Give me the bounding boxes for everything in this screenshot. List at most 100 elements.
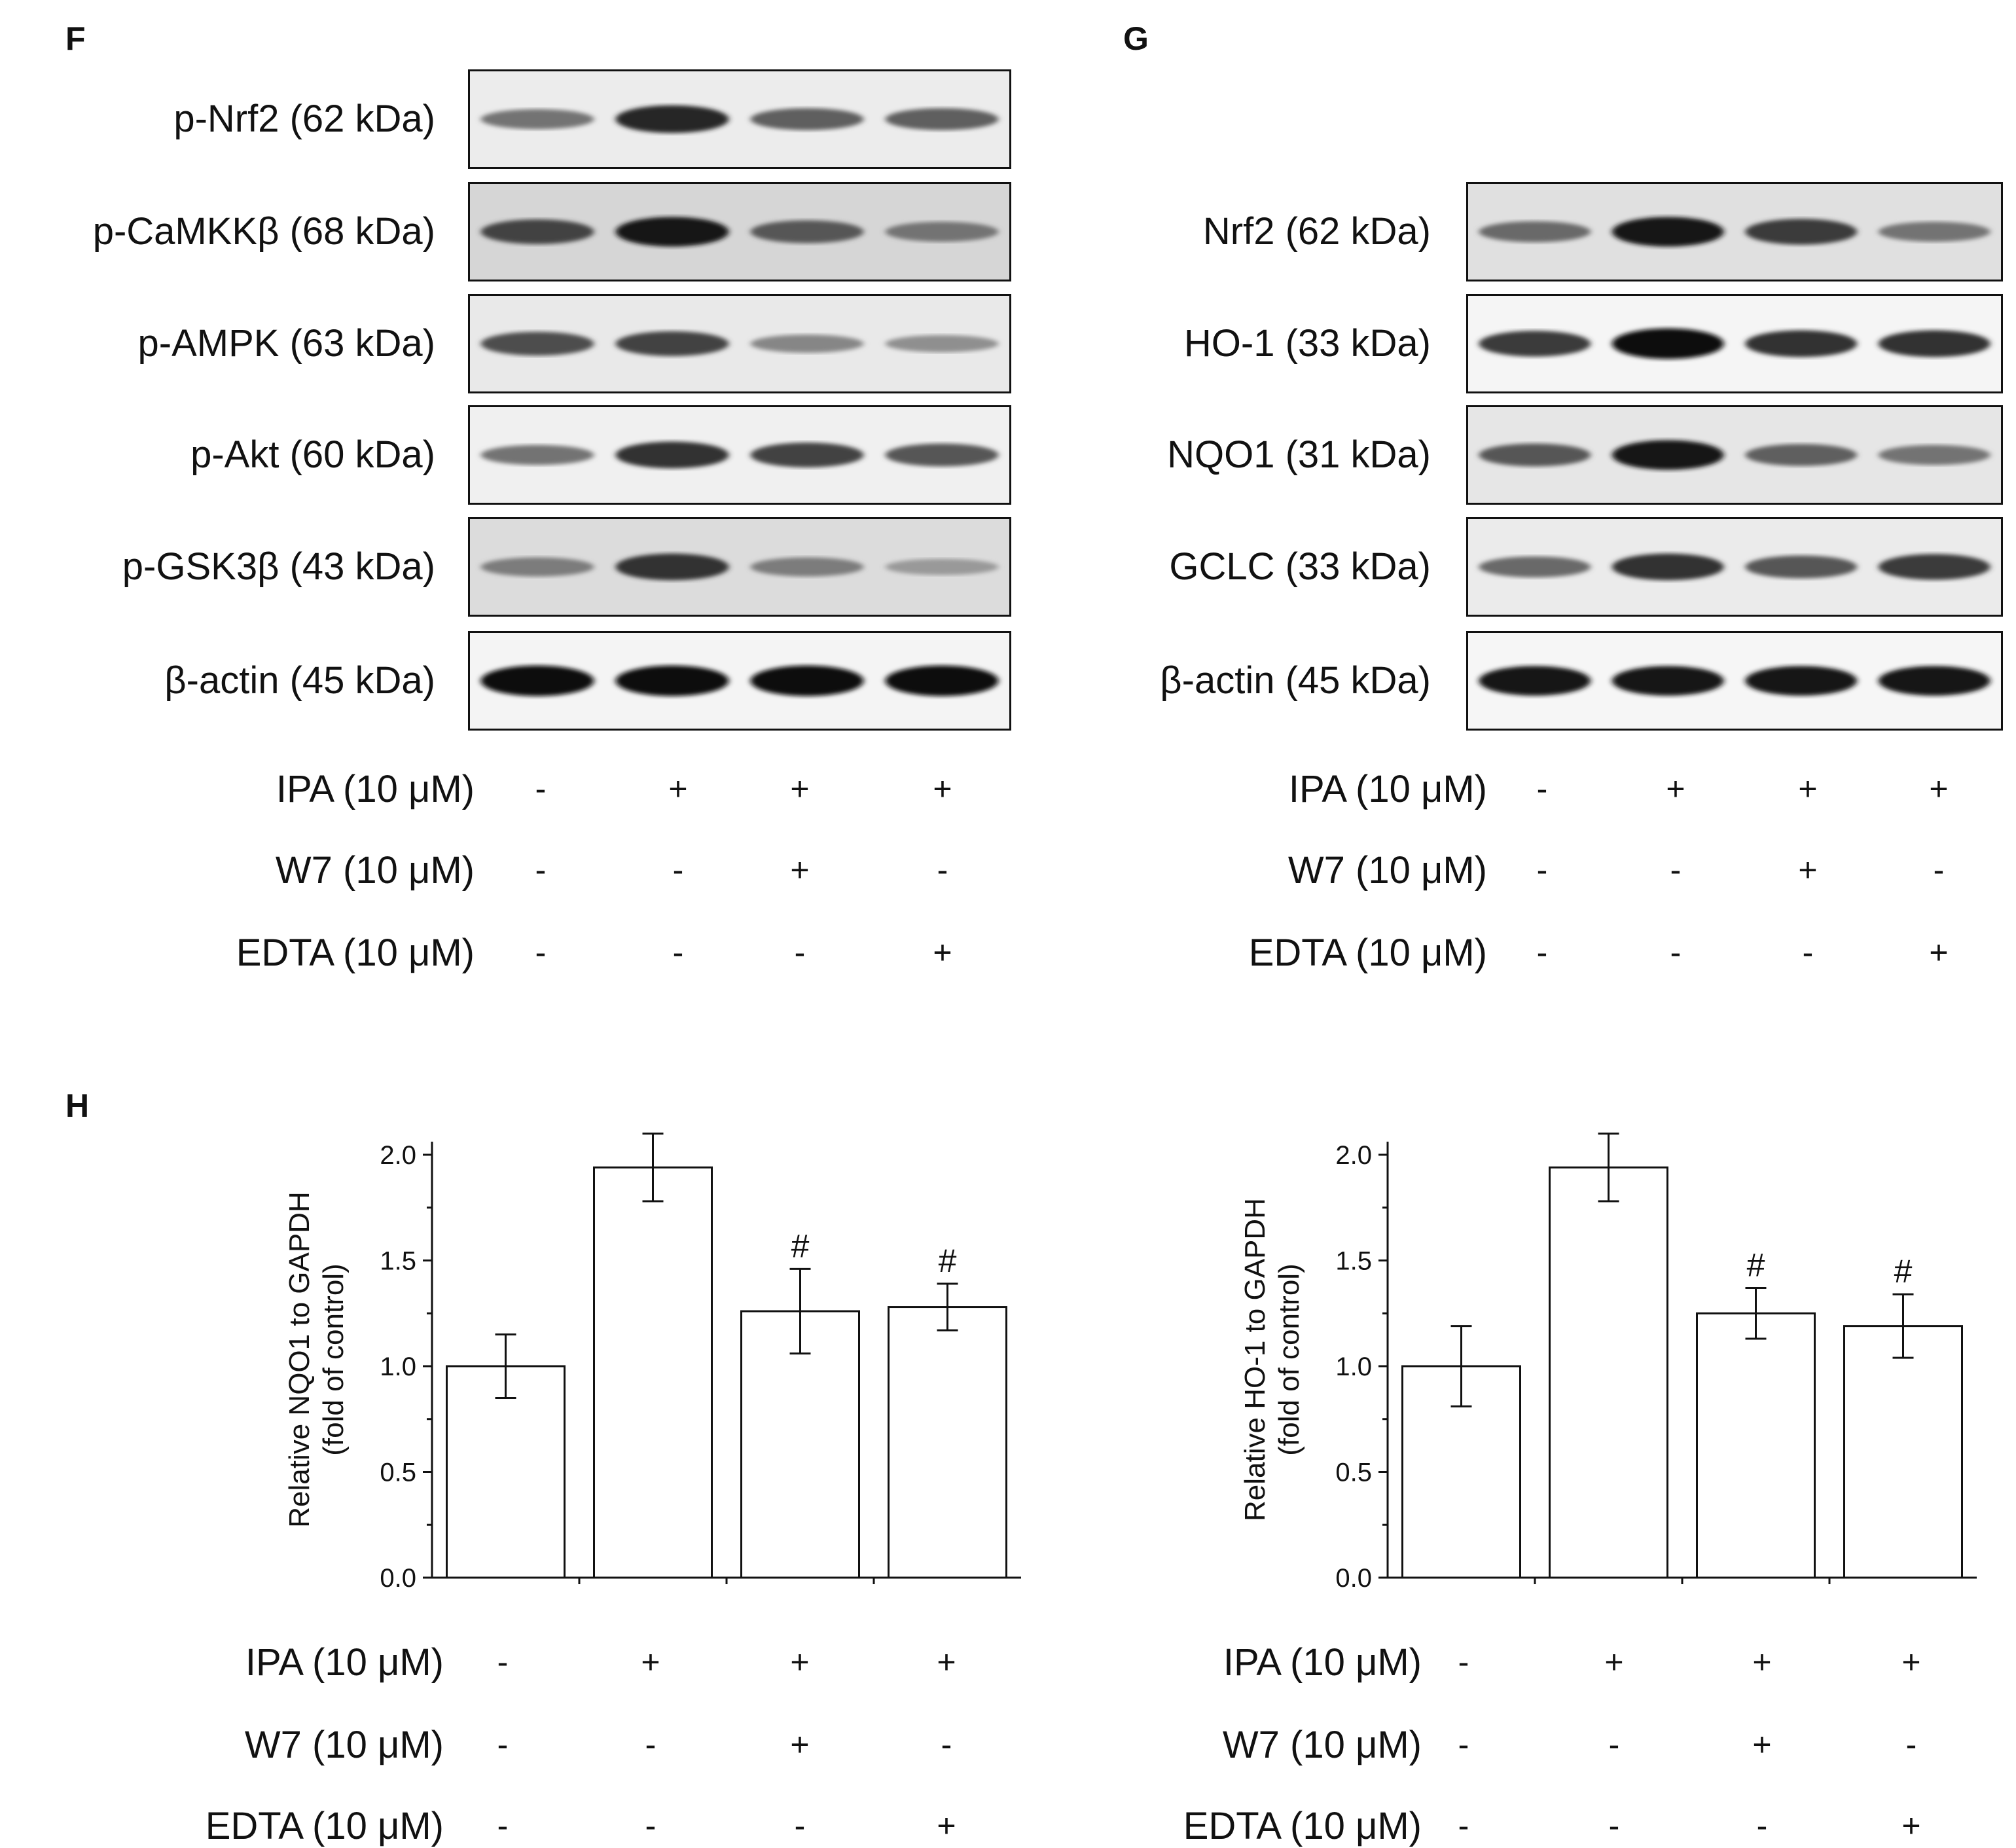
g-blot-image	[1466, 631, 2003, 731]
h2-treatment-sign: -	[1608, 1807, 1620, 1844]
y-axis-subtitle: (fold of control)	[317, 1263, 350, 1455]
f-treatment-label: EDTA (10 μM)	[236, 932, 475, 974]
bar	[593, 1166, 713, 1579]
f-blot-image	[468, 182, 1011, 281]
bar	[740, 1310, 860, 1579]
h2-treatment-sign: -	[1608, 1726, 1620, 1763]
g-blot-band	[1878, 221, 1990, 242]
f-blot-band	[750, 220, 864, 244]
h2-treatment-sign: -	[1756, 1807, 1768, 1844]
h1-treatment-sign: +	[641, 1644, 660, 1680]
g-blot-band	[1745, 444, 1858, 466]
significance-mark: #	[1894, 1253, 1913, 1290]
h1-treatment-label: EDTA (10 μM)	[205, 1805, 444, 1847]
y-tick-label: 1.0	[1335, 1352, 1372, 1381]
h2-treatment-sign: -	[1905, 1726, 1917, 1763]
g-treatment-sign: -	[1802, 934, 1814, 971]
h2-treatment-sign: -	[1458, 1644, 1469, 1680]
g-blot-label: Nrf2 (62 kDa)	[1202, 210, 1431, 253]
g-blot-band	[1611, 666, 1724, 696]
h1-treatment-sign: -	[941, 1726, 952, 1763]
f-treatment-sign: +	[933, 770, 952, 807]
g-blot-band	[1878, 330, 1990, 357]
h2-treatment-sign: +	[1752, 1644, 1772, 1680]
h1-treatment-sign: +	[937, 1807, 956, 1844]
g-blot-label: β-actin (45 kDa)	[1160, 659, 1431, 702]
f-blot-band	[750, 443, 864, 467]
f-blot-label: p-GSK3β (43 kDa)	[122, 545, 435, 588]
f-blot-label: p-Akt (60 kDa)	[190, 433, 435, 476]
f-treatment-sign: -	[672, 934, 684, 971]
h1-treatment-sign: -	[794, 1807, 806, 1844]
bar	[1549, 1166, 1668, 1579]
g-blot-image	[1466, 294, 2003, 393]
y-axis-subtitle: (fold of control)	[1273, 1263, 1305, 1455]
f-blot-image	[468, 294, 1011, 393]
g-treatment-sign: -	[1670, 934, 1682, 971]
h2-treatment-sign: -	[1458, 1726, 1469, 1763]
g-blot-band	[1479, 221, 1591, 243]
bar	[1696, 1312, 1816, 1579]
significance-mark: *	[1602, 1113, 1615, 1129]
h2-treatment-sign: +	[1604, 1644, 1624, 1680]
h1-treatment-sign: -	[497, 1807, 509, 1844]
g-treatment-sign: -	[1670, 852, 1682, 888]
g-blot-band	[1611, 553, 1724, 581]
f-treatment-sign: -	[535, 770, 547, 807]
h2-treatment-sign: +	[1752, 1726, 1772, 1763]
h2-treatment-sign: -	[1458, 1807, 1469, 1844]
bar	[888, 1306, 1007, 1579]
f-blot-band	[480, 444, 594, 465]
f-blot-label: p-CaMKKβ (68 kDa)	[92, 210, 435, 253]
h1-treatment-sign: -	[497, 1726, 509, 1763]
f-blot-band	[885, 443, 999, 467]
h2-treatment-label: W7 (10 μM)	[1222, 1724, 1422, 1766]
panel-f-letter: F	[65, 20, 86, 57]
f-blot-band	[885, 221, 999, 242]
f-blot-band	[750, 665, 864, 697]
g-treatment-sign: +	[1929, 934, 1949, 971]
bar	[446, 1365, 566, 1579]
g-treatment-sign: -	[1536, 934, 1548, 971]
g-treatment-sign: +	[1798, 852, 1818, 888]
f-treatment-sign: -	[672, 852, 684, 888]
f-blot-image	[468, 69, 1011, 169]
f-blot-band	[480, 331, 594, 356]
g-treatment-label: IPA (10 μM)	[1288, 768, 1487, 810]
h1-treatment-sign: +	[790, 1726, 810, 1763]
g-treatment-sign: -	[1536, 770, 1548, 807]
f-blot-band	[615, 217, 729, 247]
f-treatment-sign: +	[790, 852, 810, 888]
h1-treatment-label: W7 (10 μM)	[244, 1724, 444, 1766]
y-tick-label: 2.0	[1335, 1141, 1372, 1170]
g-blot-band	[1479, 443, 1591, 467]
f-blot-label: p-AMPK (63 kDa)	[137, 322, 435, 365]
g-blot-band	[1611, 328, 1724, 359]
f-blot-image	[468, 631, 1011, 731]
g-blot-band	[1745, 330, 1858, 357]
f-treatment-sign: -	[535, 934, 547, 971]
ho1-bar-chart: 0.0 0.5 1.0 1.5 2.0 Relative HO-1 to GAPDH (fo…	[1204, 1093, 1990, 1597]
f-blot-band	[615, 105, 729, 134]
nqo1-bar-chart: 0.0 0.5 1.0 1.5 2.0 Relative NQO1 to GAPDH (fo…	[249, 1093, 1034, 1597]
h2-treatment-sign: +	[1901, 1807, 1921, 1844]
f-treatment-sign: +	[933, 934, 952, 971]
y-tick-label: 0.0	[380, 1564, 416, 1593]
f-blot-image	[468, 405, 1011, 505]
f-treatment-sign: -	[535, 852, 547, 888]
g-treatment-label: W7 (10 μM)	[1287, 849, 1487, 892]
f-blot-band	[885, 335, 999, 353]
g-blot-band	[1745, 666, 1858, 696]
g-blot-image	[1466, 517, 2003, 617]
f-blot-band	[480, 557, 594, 577]
significance-mark: #	[791, 1227, 810, 1264]
f-treatment-label: IPA (10 μM)	[276, 768, 475, 810]
g-treatment-sign: -	[1536, 852, 1548, 888]
f-blot-band	[480, 219, 594, 244]
f-blot-band	[885, 665, 999, 697]
g-blot-band	[1611, 440, 1724, 470]
g-blot-label: NQO1 (31 kDa)	[1167, 433, 1431, 476]
significance-mark: *	[647, 1113, 659, 1129]
y-tick-label: 2.0	[380, 1141, 416, 1170]
y-axis-title: Relative HO-1 to GAPDH	[1239, 1198, 1271, 1521]
